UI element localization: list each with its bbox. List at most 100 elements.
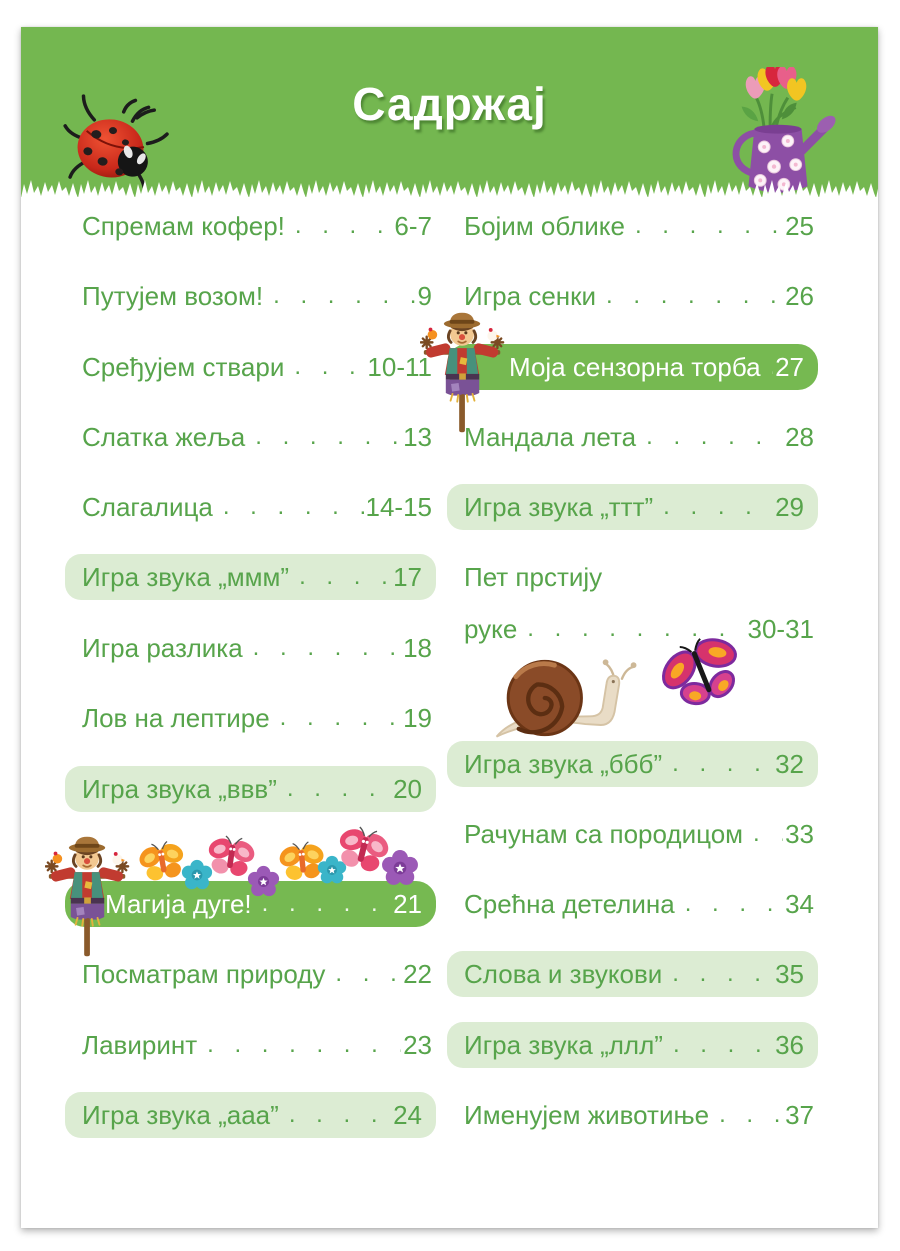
toc-entry-page: 35 [775,958,804,989]
toc-entry-label: Игра звука „ллл” [464,1029,663,1060]
ladybug-icon [63,94,169,194]
leader-dots: . . . . . . . . . . . . . . . . . . . . … [288,1101,391,1128]
leader-dots: . . . . . . . . . . . . . . . . . . . . … [279,704,401,731]
toc-entry-label: Игра разлика [82,632,243,663]
toc-entry-page: 6-7 [394,210,432,241]
toc-entry-page: 21 [393,888,422,919]
toc-entry: Лов на лептире . . . . . . . . . . . . .… [65,695,436,741]
leader-dots: . . . . . . . . . . . . . . . . . . . . … [335,960,401,987]
toc-entry-label: Пет прстију [464,561,603,592]
leader-dots: . . . . . . . . . . . . . . . . . . . . … [646,423,783,450]
toc-entry-label: Мандала лета [464,421,637,452]
toc-entry: Именујем животиње . . . . . . . . . . . … [447,1092,818,1138]
toc-entry-label: Магија дуге! [105,888,252,919]
leader-dots: . . . . . . . . . . . . . . . . . . . . … [286,775,391,802]
toc-entry-label: Спремам кофер! [82,210,285,241]
leader-dots: . . . . . . . . . . . . . . . . . . . . … [255,423,401,450]
toc-entry-label: Игра звука „ттт” [464,491,654,522]
toc-entry-highlighted: Игра звука „ммм” . . . . . . . . . . . .… [65,554,436,600]
toc-entry: руке . . . . . . . . . . . . . . . . . .… [447,606,818,652]
toc-entry-page: 20 [393,773,422,804]
toc-column-right: Бојим облике . . . . . . . . . . . . . .… [447,27,818,1228]
toc-entry: Слатка жеља . . . . . . . . . . . . . . … [65,414,436,460]
toc-entry: Мандала лета . . . . . . . . . . . . . .… [447,414,818,460]
toc-entry-label: Рачунам са породицом [464,818,744,849]
toc-entry-page: 18 [403,632,432,663]
leader-dots: . . . . . . . . . . . . . . . . . . . . … [273,282,415,309]
leader-dots: . . . . . . . . . . . . . . . . . . . . … [719,1101,783,1128]
leader-dots: . . . . . . . . . . . . . . . . . . . . … [753,820,783,847]
toc-entry-label: Игра звука „ввв” [82,773,277,804]
leader-dots: . . . . . . . . . . . . . . . . . . . . … [299,563,391,590]
toc-entry-label: Игра звука „ааа” [82,1099,279,1130]
leader-dots: . . . . . . . . . . . . . . . . . . . . … [672,1031,773,1058]
leader-dots: . . . . . . . . . . . . . . . . . . . . … [606,282,784,309]
page-title: Садржај [352,78,547,130]
toc-entry: Посматрам природу . . . . . . . . . . . … [65,951,436,997]
toc-entry: Бојим облике . . . . . . . . . . . . . .… [447,203,818,249]
toc-entry-highlighted: Игра звука „ввв” . . . . . . . . . . . .… [65,766,436,812]
toc-entry-page: 10-11 [367,351,432,382]
toc-entry-page: 13 [403,421,432,452]
toc-entry-label: Путујем возом! [82,280,264,311]
toc-entry-page: 34 [785,888,814,919]
leader-dots: . . . . . . . . . . . . . . . . . . . . … [222,493,364,520]
toc-entry-page: 17 [393,561,422,592]
toc-entry-label: Бојим облике [464,210,625,241]
toc-entry-page: 37 [785,1099,814,1130]
toc-entry-page: 22 [403,958,432,989]
leader-dots: . . . . . . . . . . . . . . . . . . . . … [663,493,773,520]
toc-entry: Пет прстију [447,554,818,600]
toc-entry-label: Посматрам природу [82,958,326,989]
toc-entry-page: 36 [775,1029,804,1060]
toc-entry-highlighted: Игра звука „ллл” . . . . . . . . . . . .… [447,1022,818,1068]
toc-entry-label: Игра звука „ммм” [82,561,290,592]
leader-dots: . . . . . . . . . . . . . . . . . . . . … [684,890,783,917]
toc-entry-page: 23 [403,1029,432,1060]
toc-entry-highlighted: Игра звука „ттт” . . . . . . . . . . . .… [447,484,818,530]
toc-entry-page: 24 [393,1099,422,1130]
toc-entry-label: Срећна детелина [464,888,675,919]
toc-entry: Срећна детелина . . . . . . . . . . . . … [447,881,818,927]
toc-entry-page: 30-31 [747,613,815,644]
toc-entry: Игра сенки . . . . . . . . . . . . . . .… [447,273,818,319]
toc-entry-page: 26 [785,280,814,311]
toc-entry-page: 25 [785,210,814,241]
toc-entry: Лавиринт . . . . . . . . . . . . . . . .… [65,1022,436,1068]
toc-column-left: Спремам кофер! . . . . . . . . . . . . .… [65,27,436,1228]
toc-entry-label: Слатка жеља [82,421,246,452]
toc-entry-page: 28 [785,421,814,452]
toc-entry-page: 29 [775,491,804,522]
leader-dots: . . . . . . . . . . . . . . . . . . . . … [261,890,391,917]
toc-entry: Игра разлика . . . . . . . . . . . . . .… [65,625,436,671]
toc-entry-label: Игра звука „ббб” [464,748,663,779]
toc-entry-label: Слова и звукови [464,958,663,989]
leader-dots: . . . . . . . . . . . . . . . . . . . . … [771,353,774,381]
watering-can-icon [732,67,836,193]
leader-dots: . . . . . . . . . . . . . . . . . . . . … [672,960,773,987]
toc-entry-label: Игра сенки [464,280,597,311]
toc-entry: Слагалица . . . . . . . . . . . . . . . … [65,484,436,530]
toc-entry-label: Сређујем ствари [82,351,285,382]
leader-dots: . . . . . . . . . . . . . . . . . . . . … [207,1031,401,1058]
toc-entry-page: 33 [785,818,814,849]
toc-entry-label: Лов на лептире [82,702,270,733]
toc-entry-label: руке [464,613,518,644]
toc-entry-highlighted: Игра звука „ббб” . . . . . . . . . . . .… [447,741,818,787]
toc-entry-featured: Моја сензорна торба . . . . . . . . . . … [447,344,818,390]
toc-entry-highlighted: Игра звука „ааа” . . . . . . . . . . . .… [65,1092,436,1138]
toc-entry-featured: Магија дуге! . . . . . . . . . . . . . .… [65,881,436,927]
book-page: Садржај [21,27,878,1228]
toc-entry: Рачунам са породицом . . . . . . . . . .… [447,811,818,857]
toc-entry-label: Лавиринт [82,1029,198,1060]
toc-entry: Спремам кофер! . . . . . . . . . . . . .… [65,203,436,249]
toc-entry-page: 9 [417,280,432,311]
leader-dots: . . . . . . . . . . . . . . . . . . . . … [252,634,401,661]
toc-entry-label: Именујем животиње [464,1099,710,1130]
header-banner: Садржај [21,27,878,198]
leader-dots: . . . . . . . . . . . . . . . . . . . . … [634,212,783,239]
toc-entry-highlighted: Слова и звукови . . . . . . . . . . . . … [447,951,818,997]
toc-entry-label: Слагалица [82,491,213,522]
toc-entry-page: 27 [775,351,804,382]
grass-edge [21,178,878,198]
